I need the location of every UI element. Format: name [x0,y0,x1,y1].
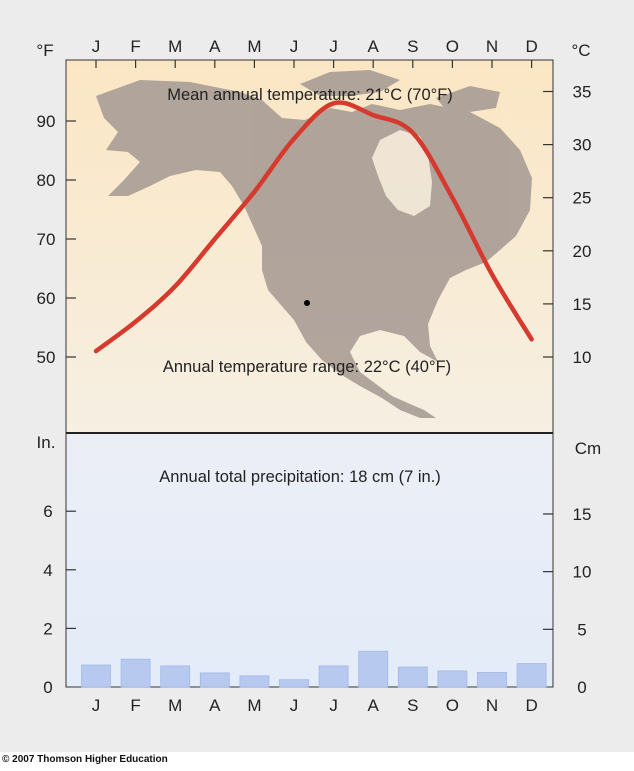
precipitation-bar [397,666,428,688]
month-label-top: M [247,37,261,56]
month-label-bottom: S [407,696,418,715]
month-label-bottom: D [525,696,537,715]
month-label-top: N [486,37,498,56]
precipitation-bar [516,663,547,688]
temp-right-tick-label: 10 [573,348,592,367]
precipitation-bar [239,675,270,688]
precipitation-bar [318,665,349,688]
month-label-bottom: O [446,696,459,715]
precip-right-tick-label: 5 [577,620,586,639]
month-label-bottom: N [486,696,498,715]
month-label-top: S [407,37,418,56]
station-dot [304,300,310,306]
temp-left-tick-label: 90 [37,112,56,131]
precip-right-tick-label: 10 [573,563,592,582]
precipitation-bar [279,679,309,688]
temp-left-tick-label: 80 [37,171,56,190]
month-label-top: J [329,37,338,56]
precip-right-tick-label: 0 [577,678,586,697]
climate-chart: J F M A M J J A S O N DJ F M A M J J A S O N D°F5060708090°C10… [36,37,601,715]
mean-annual-temperature-label: Mean annual temperature: 21°C (70°F) [167,86,453,104]
precip-left-tick-label: 6 [43,502,52,521]
month-label-bottom: F [130,696,140,715]
precipitation-bar [120,658,151,688]
month-label-bottom: M [247,696,261,715]
month-label-top: J [92,37,101,56]
month-label-bottom: J [92,696,101,715]
month-label-top: J [290,37,299,56]
temp-left-tick-label: 50 [37,348,56,367]
month-label-top: M [168,37,182,56]
precipitation-bar [437,670,468,688]
temp-left-axis-label: °F [36,41,53,60]
month-label-bottom: J [290,696,299,715]
temp-right-tick-label: 15 [573,295,592,314]
temp-left-tick-label: 70 [37,230,56,249]
temp-right-tick-label: 30 [573,136,592,155]
chart-border [65,59,554,688]
precipitation-bar [199,672,230,688]
month-label-bottom: A [368,696,380,715]
precip-right-tick-label: 15 [573,505,592,524]
precipitation-panel [66,433,553,687]
temp-right-axis-label: °C [571,41,590,60]
precip-left-tick-label: 4 [43,561,52,580]
month-label-top: F [130,37,140,56]
annual-precipitation-label: Annual total precipitation: 18 cm (7 in.… [159,468,441,486]
month-label-bottom: J [329,696,338,715]
precip-left-tick-label: 0 [43,678,52,697]
copyright-text: © 2007 Thomson Higher Education [2,754,168,765]
north-america-map [96,70,532,418]
precip-left-axis-label: In. [37,433,56,452]
temp-right-tick-label: 35 [573,83,592,102]
precipitation-bar [160,665,191,688]
precip-right-axis-label: Cm [575,439,601,458]
month-label-top: A [368,37,380,56]
month-label-bottom: M [168,696,182,715]
precipitation-bar [477,671,507,688]
month-label-bottom: A [209,696,221,715]
precipitation-bar [81,664,111,688]
precipitation-bar [358,650,389,688]
temp-right-tick-label: 25 [573,189,592,208]
temperature-line [93,100,534,354]
month-label-top: D [525,37,537,56]
temp-left-tick-label: 60 [37,289,56,308]
temp-right-tick-label: 20 [573,242,592,261]
month-label-top: A [209,37,221,56]
annual-temperature-range-label: Annual temperature range: 22°C (40°F) [163,358,451,376]
precip-left-tick-label: 2 [43,619,52,638]
month-label-top: O [446,37,459,56]
